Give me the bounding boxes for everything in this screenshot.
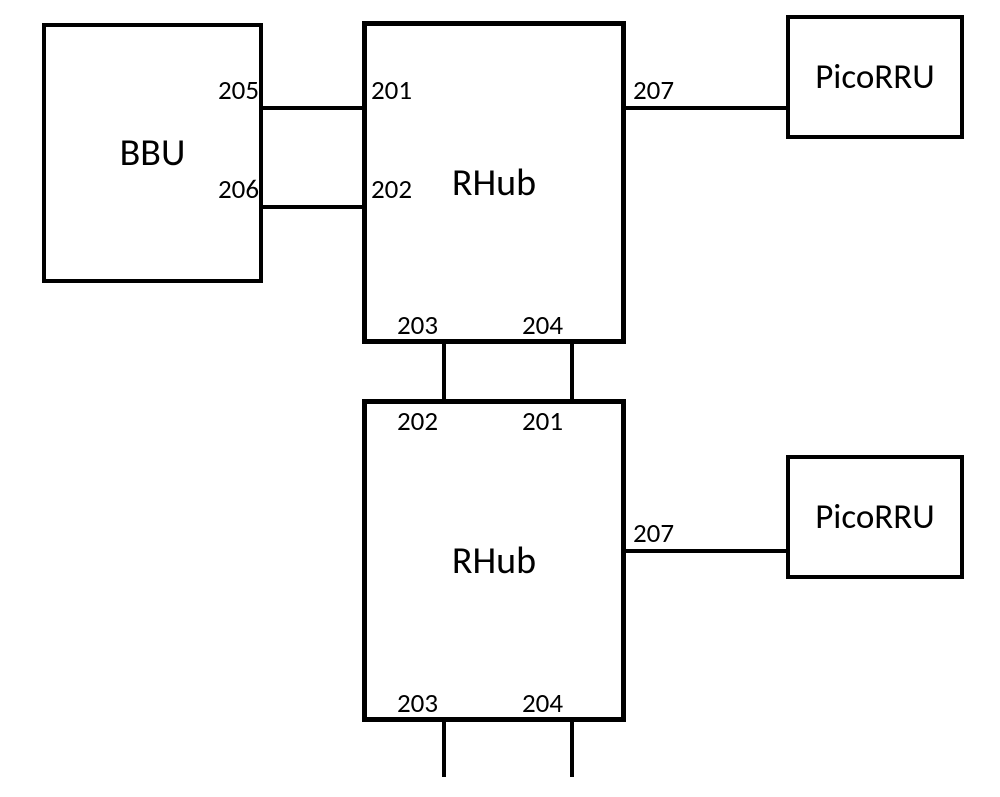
edge-rhub1-rhub2-left [442,344,446,399]
pico1-label: PicoRRU [815,56,935,98]
bbu-label: BBU [120,130,186,176]
rhub2-node: RHub [362,399,626,722]
edge-rhub2-down-left [442,722,446,777]
port-207b: 207 [633,517,674,550]
port-204a: 204 [522,309,563,342]
port-206: 206 [218,173,259,206]
bbu-node: BBU [42,23,263,283]
port-201b: 201 [522,405,563,438]
port-203b: 203 [397,687,438,720]
port-203a: 203 [397,309,438,342]
edge-rhub1-rhub2-right [570,344,574,399]
rhub2-label: RHub [452,538,536,584]
port-204b: 204 [522,687,563,720]
port-202a: 202 [371,173,412,206]
rhub1-label: RHub [452,160,536,206]
pico1-node: PicoRRU [786,15,964,139]
port-207a: 207 [633,74,674,107]
edge-rhub2-down-right [570,722,574,777]
edge-bbu-rhub1-bot [263,205,362,209]
pico2-node: PicoRRU [786,455,964,579]
port-202b: 202 [397,405,438,438]
pico2-label: PicoRRU [815,496,935,538]
port-205: 205 [218,74,259,107]
edge-bbu-rhub1-top [263,106,362,110]
port-201a: 201 [371,74,412,107]
